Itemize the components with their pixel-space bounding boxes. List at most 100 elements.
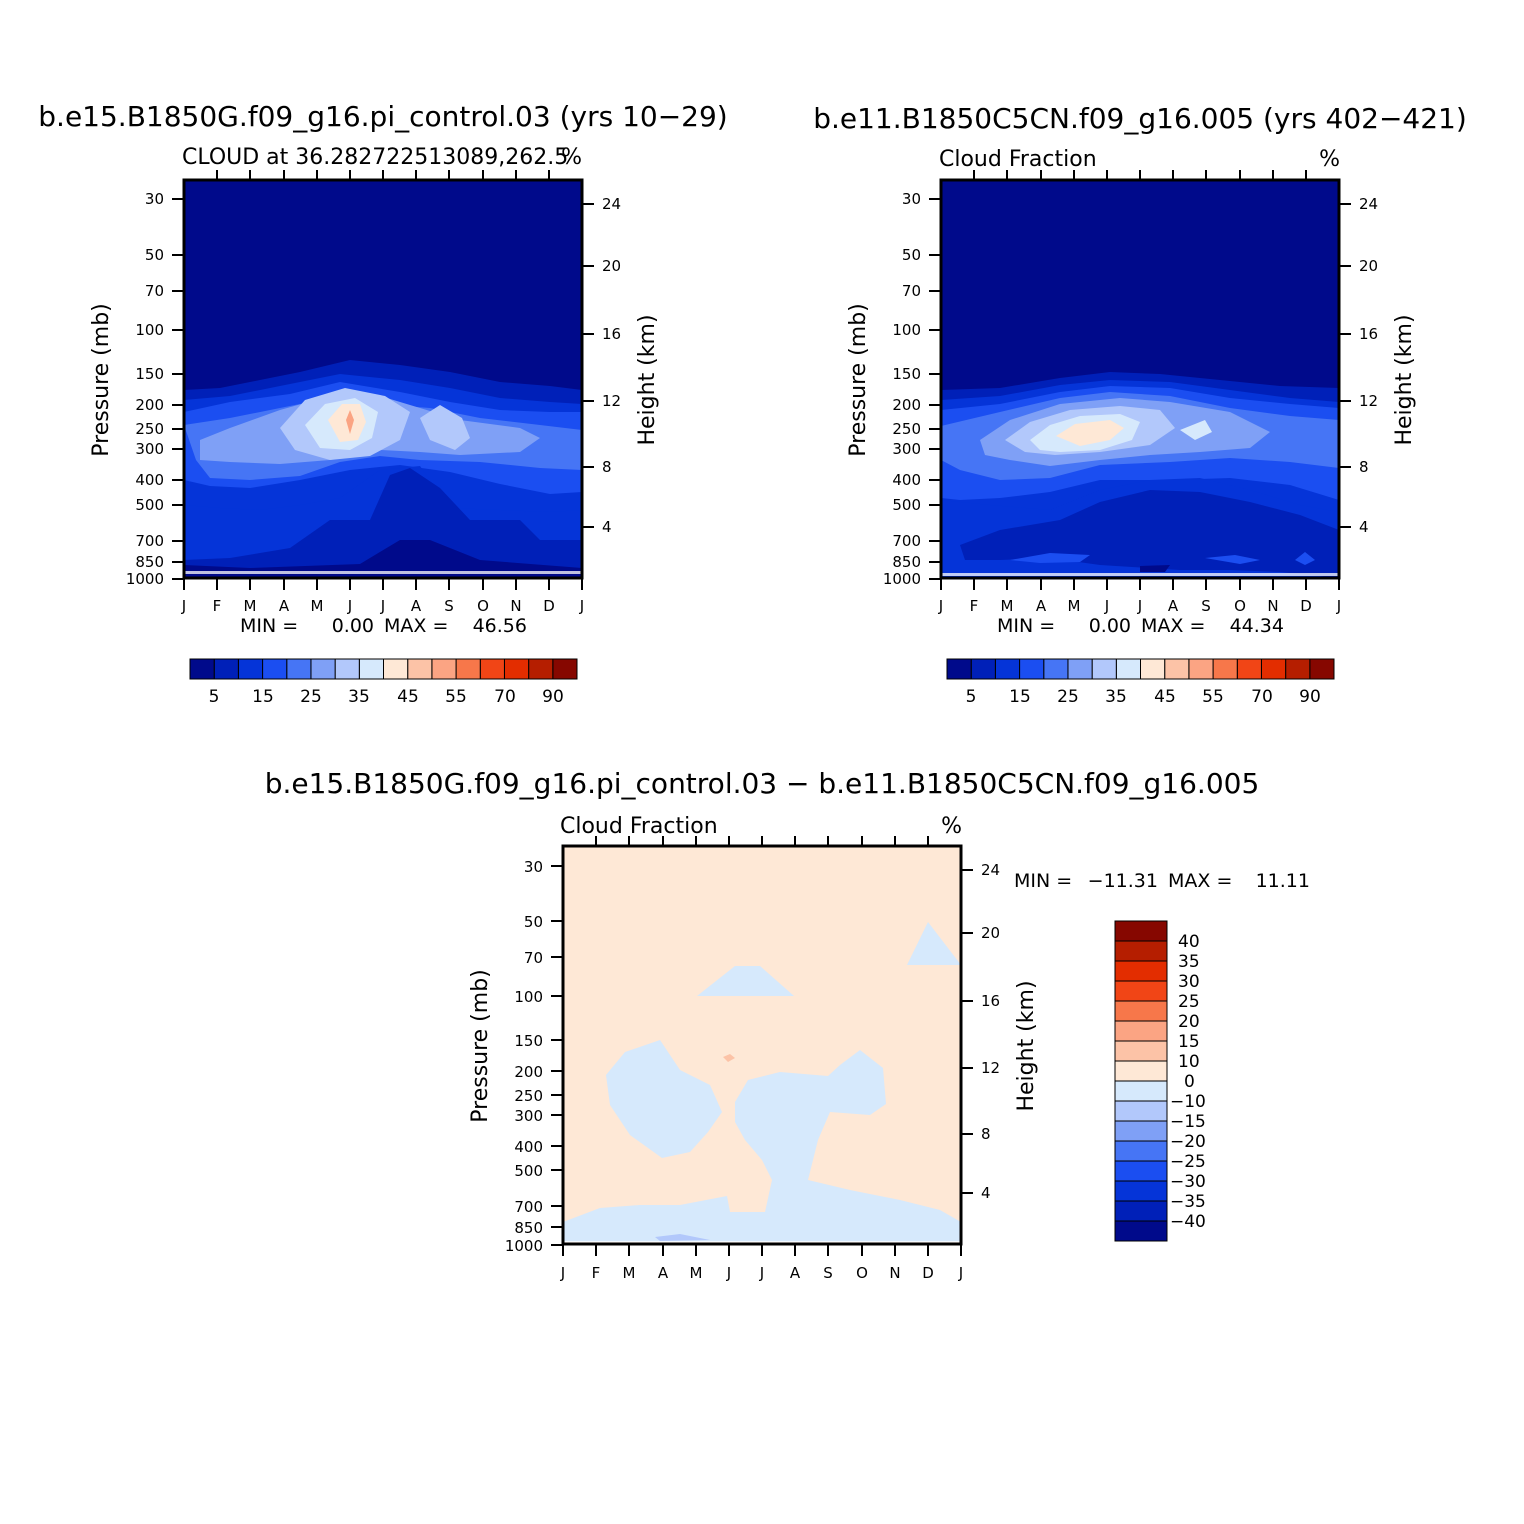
colorbar-swatch	[383, 658, 409, 680]
panel-a-cb-label: 45	[397, 687, 419, 707]
panel-diff-y-tick: 700	[514, 1198, 543, 1216]
panel-diff-cb-label: 40	[1178, 932, 1200, 952]
panel-b-y-tick: 100	[892, 321, 921, 339]
panel-a-cb-label: 15	[252, 687, 274, 707]
panel-b-height-tick: 12	[1359, 392, 1378, 410]
panel-diff-y-tick: 300	[514, 1107, 543, 1125]
colorbar-swatch	[1114, 940, 1168, 962]
panel-b-min-value: 0.00	[1089, 615, 1131, 637]
panel-diff-height-tick: 20	[981, 924, 1000, 942]
panel-a-x-tick: M	[244, 597, 257, 615]
colorbar-swatch	[1164, 658, 1190, 680]
panel-a-height-tick: 12	[602, 392, 621, 410]
panel-diff-x-tick: J	[759, 1264, 764, 1282]
colorbar-swatch	[455, 658, 481, 680]
colorbar-swatch	[334, 658, 360, 680]
colorbar-swatch	[479, 658, 505, 680]
panel-b-x-tick: D	[1300, 597, 1312, 615]
panel-a-min-label: MIN =	[240, 615, 298, 637]
panel-a-y-tick: 50	[145, 246, 164, 264]
colorbar-swatch	[286, 658, 312, 680]
panel-a-y-tick: 300	[135, 440, 164, 458]
panel-a-min-value: 0.00	[332, 615, 374, 637]
panel-b-height-tick: 24	[1359, 195, 1378, 213]
panel-diff-y-tick: 100	[514, 988, 543, 1006]
panel-a-plot	[182, 178, 584, 580]
colorbar-swatch	[1114, 920, 1168, 942]
panel-diff-units: %	[941, 814, 962, 839]
panel-diff-cb-label: −15	[1170, 1112, 1206, 1132]
panel-a-y-tick: 500	[135, 496, 164, 514]
panel-a-x-tick: A	[279, 597, 290, 615]
panel-b-x-tick: J	[1104, 597, 1109, 615]
panel-b-y-ticks: 30 50 70 100 150 200 250 300 400 500 700…	[883, 190, 941, 588]
colorbar-swatch	[262, 658, 288, 680]
colorbar-swatch	[310, 658, 336, 680]
panel-diff-cb-label: 0	[1184, 1072, 1195, 1092]
panel-diff-cb-label: −10	[1170, 1092, 1206, 1112]
panel-a-height-tick: 4	[602, 518, 612, 536]
panel-diff-subtitle: Cloud Fraction	[560, 814, 718, 839]
panel-diff-cb-label: 15	[1178, 1032, 1200, 1052]
colorbar-swatch	[1114, 960, 1168, 982]
colorbar-swatch	[407, 658, 433, 680]
panel-b-units: %	[1319, 147, 1340, 172]
panel-diff-max-value: 11.11	[1256, 870, 1310, 892]
panel-a-max-value: 46.56	[473, 615, 527, 637]
panel-diff-y-tick: 850	[514, 1219, 543, 1237]
panel-b-minmax: MIN = 0.00 MAX = 44.34	[997, 615, 1284, 637]
panel-diff-y-tick: 70	[524, 949, 543, 967]
panel-b-cb-label: 35	[1105, 687, 1127, 707]
panel-a-x-tick: D	[543, 597, 555, 615]
panel-b-y-tick: 30	[902, 190, 921, 208]
panel-diff-y-label-right: Height (km)	[1014, 980, 1039, 1111]
colorbar-swatch	[528, 658, 554, 680]
colorbar-swatch	[994, 658, 1021, 680]
panel-diff-y-tick: 30	[524, 858, 543, 876]
panel-b-cb-label: 5	[966, 687, 977, 707]
panel-a-y-tick: 850	[135, 553, 164, 571]
colorbar-swatch	[1114, 1180, 1168, 1202]
panel-a-x-tick: J	[579, 597, 584, 615]
panel-b-y-tick: 500	[892, 496, 921, 514]
panel-a-y-ticks: 30 50 70 100 150 200 250 300 400 500 700…	[126, 190, 184, 588]
panel-b-subtitle: Cloud Fraction	[939, 147, 1097, 172]
colorbar-swatch	[1114, 1100, 1168, 1122]
panel-a-height-tick: 20	[602, 257, 621, 275]
panel-diff-cb-label: 20	[1178, 1012, 1200, 1032]
panel-a-y-tick: 250	[135, 420, 164, 438]
panel-b-y-tick: 50	[902, 246, 921, 264]
panel-diff-x-tick: J	[958, 1264, 963, 1282]
panel-a-y-right: 24 20 16 12 8 4	[582, 195, 621, 536]
panel-a-x-tick: F	[213, 597, 222, 615]
colorbar-swatch	[1114, 1080, 1168, 1102]
panel-diff-y-ticks: 30 50 70 100 150 200 250 300 400 500 700…	[505, 858, 563, 1255]
panel-diff-x-tick: J	[726, 1264, 731, 1282]
panel-diff-x-ticks: J F M A M J J A S O N D J	[560, 836, 963, 1282]
panel-b-y-tick: 1000	[883, 570, 921, 588]
panel-diff-plot	[561, 844, 963, 1246]
colorbar-swatch	[189, 658, 215, 680]
panel-diff-colorbar: 40 35 30 25 20 15 10 0 −10 −15 −20 −25 −…	[1114, 920, 1206, 1242]
panel-a-cb-label: 90	[542, 687, 564, 707]
panel-a-cb-label: 55	[445, 687, 467, 707]
panel-diff-y-tick: 200	[514, 1063, 543, 1081]
colorbar-swatch	[1043, 658, 1069, 680]
panel-a-x-tick: N	[510, 597, 521, 615]
colorbar-swatch	[1188, 658, 1214, 680]
panel-a-x-tick: S	[444, 597, 454, 615]
panel-diff-y-tick: 150	[514, 1032, 543, 1050]
panel-a-x-tick: A	[411, 597, 422, 615]
panel-b-y-tick: 250	[892, 420, 921, 438]
panel-diff-cb-label: −40	[1170, 1212, 1206, 1232]
panel-b-x-tick: M	[1068, 597, 1081, 615]
panel-diff-x-tick: J	[560, 1264, 565, 1282]
panel-b-x-tick: J	[938, 597, 943, 615]
colorbar-swatch	[1236, 658, 1262, 680]
panel-b-plot	[939, 178, 1341, 580]
panel-a-y-tick: 30	[145, 190, 164, 208]
colorbar-swatch	[1140, 658, 1166, 680]
panel-diff-max-label: MAX =	[1168, 870, 1232, 892]
panel-b-title: b.e11.B1850C5CN.f09_g16.005 (yrs 402−421…	[813, 102, 1467, 135]
colorbar-swatch	[503, 658, 530, 680]
